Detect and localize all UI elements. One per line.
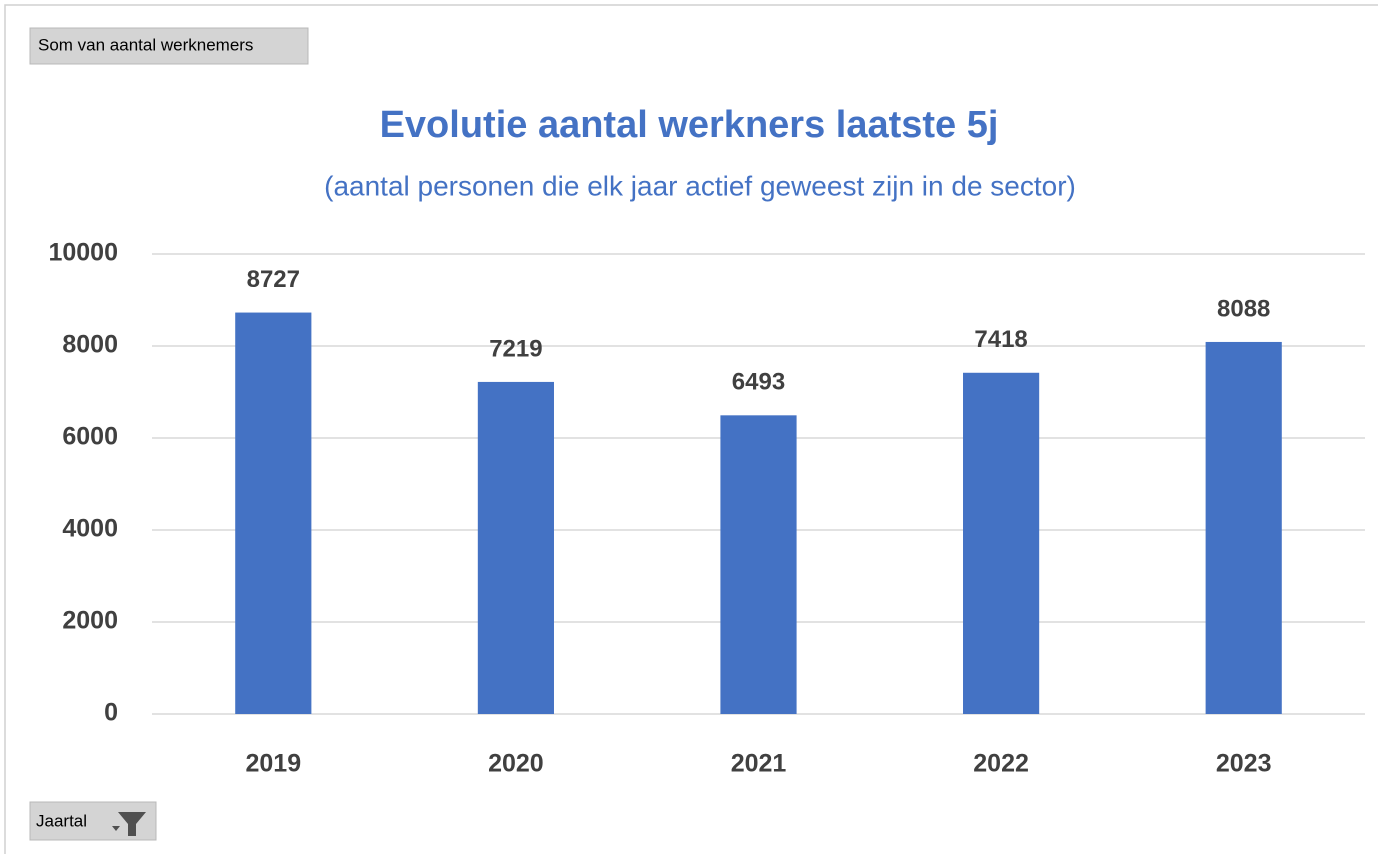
dropdown-arrow (112, 826, 120, 831)
x-tick-label: 2019 (245, 750, 301, 778)
y-tick-label: 2000 (62, 607, 118, 635)
bar (235, 312, 312, 714)
y-tick-label: 8000 (62, 331, 118, 359)
data-label: 8727 (247, 266, 300, 293)
bar (477, 381, 554, 714)
value-field-button[interactable] (29, 27, 309, 65)
filter-icon[interactable] (118, 812, 146, 836)
y-tick-label: 0 (104, 699, 118, 727)
data-label: 8088 (1217, 295, 1270, 322)
axis-field-label: Jaartal (36, 811, 87, 830)
y-tick-label: 4000 (62, 515, 118, 543)
chart-frame (4, 4, 1378, 854)
x-tick-label: 2023 (1216, 750, 1272, 778)
data-label: 7418 (974, 326, 1027, 353)
bar (963, 372, 1040, 714)
data-label: 6493 (732, 369, 785, 396)
x-tick-label: 2022 (973, 750, 1029, 778)
bar (1205, 341, 1282, 714)
y-tick-label: 6000 (62, 423, 118, 451)
value-field-label: Som van aantal werknemers (38, 35, 253, 54)
chart-title: Evolutie aantal werkners laatste 5j (380, 104, 999, 146)
data-label: 7219 (489, 335, 542, 362)
x-tick-label: 2020 (488, 750, 544, 778)
chart-subtitle: (aantal personen die elk jaar actief gew… (324, 170, 1076, 201)
bar (720, 415, 797, 714)
x-tick-label: 2021 (731, 750, 787, 778)
y-tick-label: 10000 (48, 239, 118, 267)
